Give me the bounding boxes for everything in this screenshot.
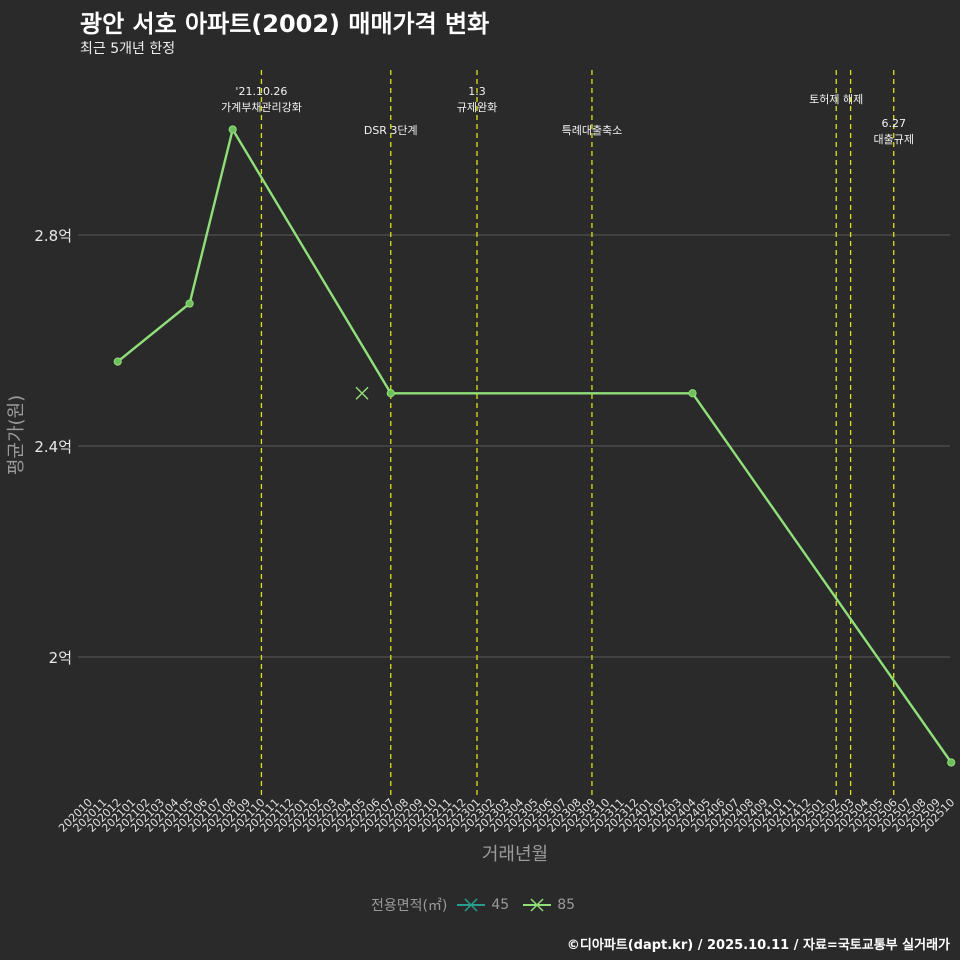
legend-key-45-icon [457,896,486,914]
chart-title: 광안 서호 아파트(2002) 매매가격 변화 [80,10,490,38]
event-annotation: 6.27 [881,117,906,130]
event-annotation: 1.3 [468,85,486,98]
event-annotation: '21.10.26 [235,85,287,98]
x-marker [355,386,369,400]
legend-key-85-icon [523,896,552,914]
legend-title: 전용면적(㎡) [370,898,448,914]
event-annotation: 토허제 해제 [809,92,863,106]
legend: 전용면적(㎡) 45 85 [0,895,960,915]
y-tick-label: 2억 [49,649,72,667]
legend-label-85: 85 [557,897,576,913]
data-point [228,125,237,134]
series-line-85 [116,128,953,764]
event-annotation: 규제완화 [457,101,497,114]
legend-label-45: 45 [491,897,510,913]
data-point [688,389,697,398]
y-axis-label: 평균가(원) [6,395,27,475]
data-point [185,299,194,308]
data-point [113,357,122,366]
event-annotation: 대출규제 [873,133,913,146]
event-annotation: 특례대출축소 [562,124,623,137]
event-annotation: DSR 3단계 [364,124,418,137]
chart-subtitle: 최근 5개년 한정 [80,41,176,57]
x-axis-label: 거래년월 [482,844,548,865]
y-tick-label: 2.4억 [34,438,72,456]
data-point [386,389,395,398]
y-tick-label: 2.8억 [34,227,72,245]
source-caption: ©디아파트(dapt.kr) / 2025.10.11 / 자료=국토교통부 실… [566,938,950,953]
data-point [947,758,956,767]
event-annotation: 가계부채관리강화 [221,101,302,114]
